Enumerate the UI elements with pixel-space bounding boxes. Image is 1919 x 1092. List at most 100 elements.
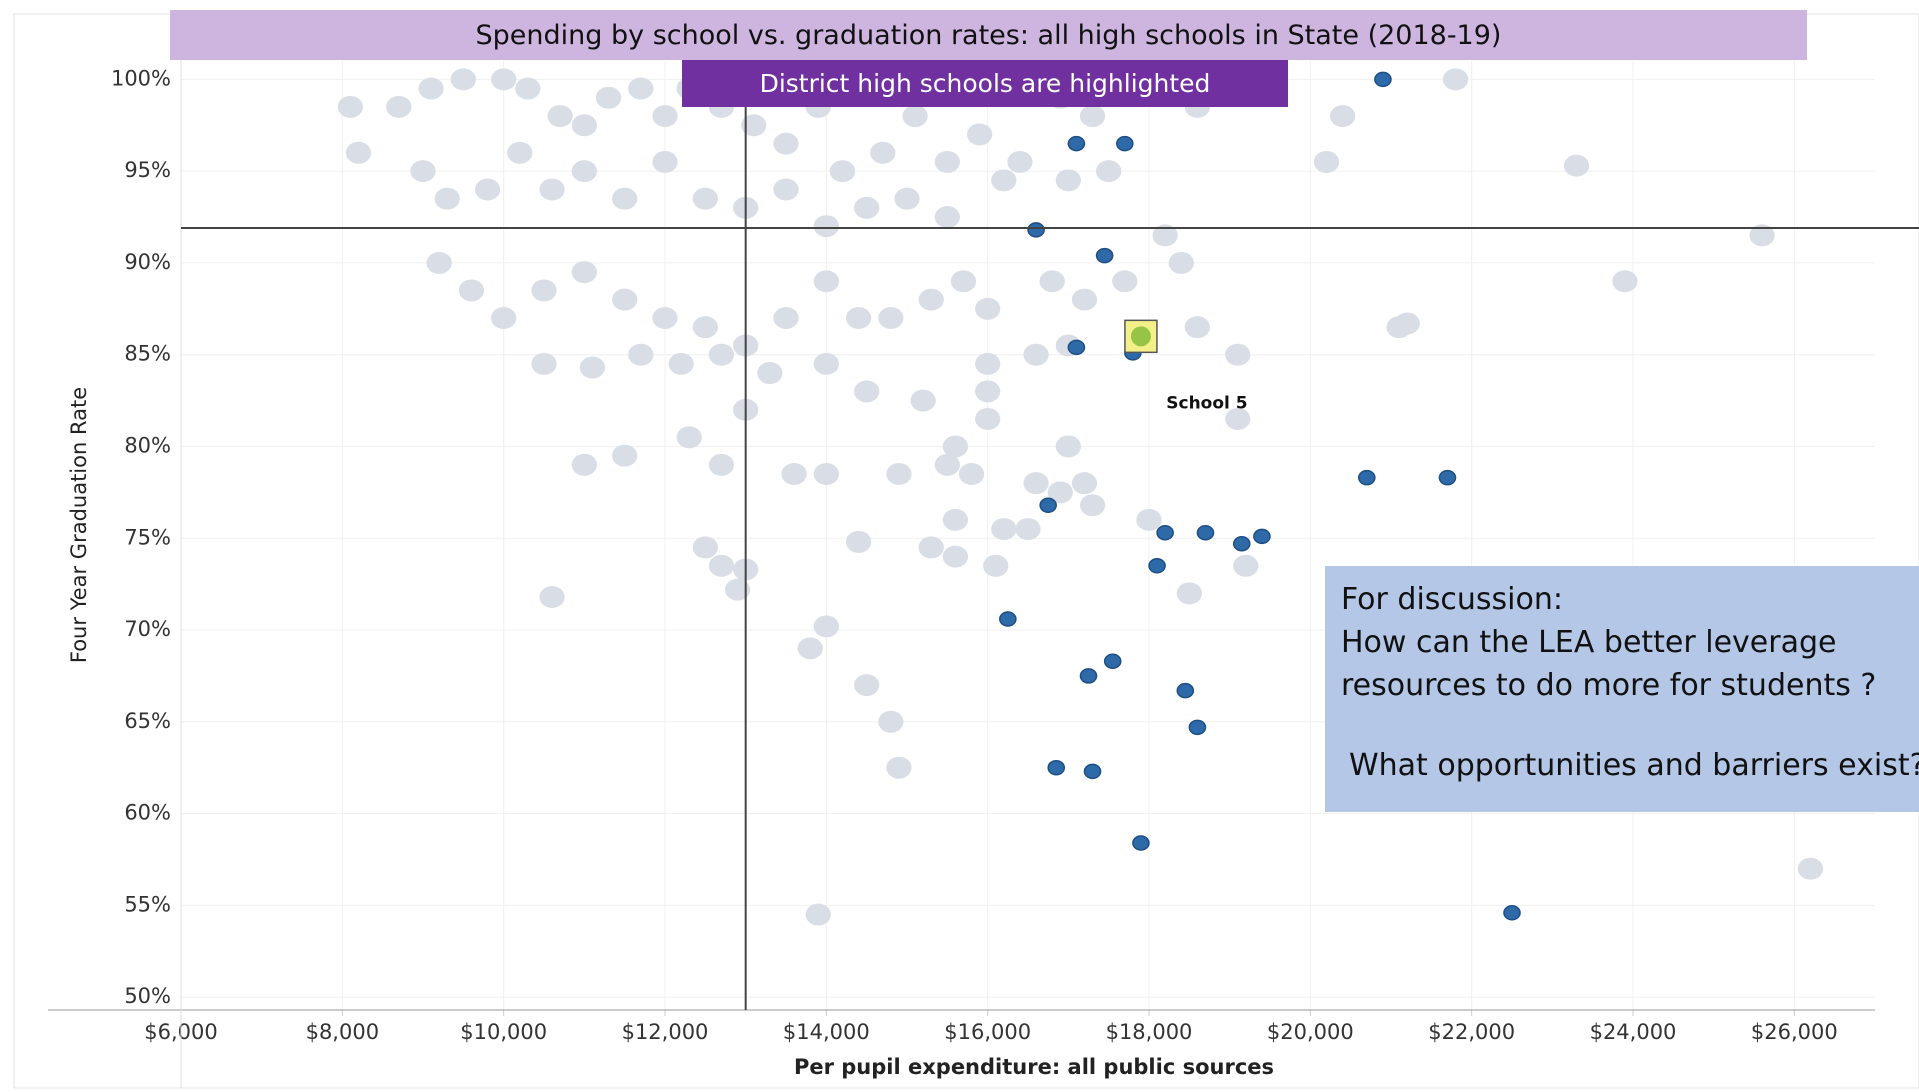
point bbox=[1313, 150, 1340, 173]
point bbox=[813, 270, 839, 293]
point bbox=[1225, 407, 1251, 430]
chart-subtitle: District high schools are highlighted bbox=[682, 60, 1288, 107]
point bbox=[1156, 524, 1174, 541]
point bbox=[813, 352, 839, 375]
point bbox=[1176, 682, 1195, 699]
discussion-line: resources to do more for students ? bbox=[1341, 668, 1877, 703]
point bbox=[692, 187, 718, 210]
point bbox=[829, 160, 856, 183]
point bbox=[531, 352, 557, 375]
point bbox=[773, 306, 799, 329]
point bbox=[773, 178, 799, 201]
point bbox=[878, 306, 904, 329]
point bbox=[1232, 536, 1251, 552]
point bbox=[894, 187, 920, 210]
discussion-box: For discussion: How can the LEA better le… bbox=[1325, 566, 1919, 812]
point bbox=[1083, 763, 1102, 780]
point bbox=[999, 611, 1017, 627]
point bbox=[1071, 288, 1098, 311]
point bbox=[918, 536, 944, 559]
discussion-line: How can the LEA better leverage bbox=[1341, 625, 1837, 660]
point bbox=[1612, 270, 1638, 293]
y-tick-label: 75% bbox=[124, 525, 171, 549]
point bbox=[450, 68, 476, 91]
point bbox=[975, 380, 1001, 403]
point bbox=[1095, 247, 1114, 264]
point bbox=[958, 463, 985, 486]
point bbox=[1079, 494, 1106, 517]
point bbox=[1184, 316, 1211, 339]
point bbox=[886, 463, 912, 486]
point bbox=[612, 444, 638, 467]
point bbox=[345, 141, 372, 164]
point bbox=[579, 356, 606, 379]
point bbox=[934, 206, 960, 229]
point bbox=[628, 343, 654, 366]
point bbox=[942, 435, 969, 458]
point bbox=[797, 637, 823, 660]
x-tick-label: $20,000 bbox=[1267, 1020, 1354, 1044]
point bbox=[1168, 251, 1194, 274]
point bbox=[458, 279, 485, 302]
point bbox=[571, 453, 597, 476]
x-tick-label: $10,000 bbox=[460, 1020, 547, 1044]
point bbox=[757, 362, 783, 385]
point bbox=[975, 407, 1001, 430]
point bbox=[991, 518, 1017, 541]
point bbox=[1188, 719, 1207, 736]
point bbox=[942, 508, 969, 531]
point bbox=[983, 554, 1009, 577]
point-label: School 5 bbox=[1166, 393, 1247, 413]
point bbox=[491, 306, 517, 329]
x-tick-label: $22,000 bbox=[1428, 1020, 1515, 1044]
discussion-line: For discussion: bbox=[1341, 582, 1563, 617]
y-axis-label: Four Year Graduation Rate bbox=[67, 387, 91, 663]
point bbox=[966, 123, 993, 146]
point bbox=[741, 114, 767, 137]
point bbox=[1067, 135, 1086, 152]
point bbox=[1096, 160, 1122, 183]
point bbox=[845, 306, 872, 329]
point bbox=[1442, 68, 1469, 91]
point bbox=[1027, 222, 1045, 238]
point bbox=[1015, 518, 1041, 541]
point bbox=[1071, 472, 1098, 495]
y-tick-label: 90% bbox=[124, 250, 171, 274]
point bbox=[1394, 312, 1420, 335]
point bbox=[1797, 857, 1824, 880]
point bbox=[854, 380, 880, 403]
point bbox=[1749, 224, 1775, 247]
point bbox=[950, 270, 977, 293]
point bbox=[612, 187, 638, 210]
point bbox=[1225, 343, 1251, 366]
x-tick-label: $12,000 bbox=[622, 1020, 709, 1044]
point bbox=[652, 150, 678, 173]
point bbox=[1067, 339, 1086, 356]
point bbox=[1176, 582, 1202, 605]
point bbox=[813, 463, 839, 486]
point bbox=[539, 178, 565, 201]
point bbox=[595, 86, 622, 109]
y-tick-label: 70% bbox=[124, 617, 171, 641]
point bbox=[676, 426, 702, 449]
point bbox=[410, 160, 436, 183]
highlight-point bbox=[1130, 326, 1151, 347]
point bbox=[531, 279, 557, 302]
point bbox=[434, 187, 460, 210]
point bbox=[878, 710, 904, 733]
point bbox=[1136, 508, 1162, 531]
discussion-line: What opportunities and barriers exist? bbox=[1349, 748, 1919, 783]
point bbox=[1007, 150, 1033, 173]
point bbox=[813, 215, 839, 238]
y-tick-label: 85% bbox=[124, 342, 171, 366]
point bbox=[1039, 497, 1057, 513]
point bbox=[1358, 469, 1376, 486]
point bbox=[571, 114, 597, 137]
point bbox=[991, 169, 1017, 192]
point bbox=[547, 105, 573, 128]
x-axis-label: Per pupil expenditure: all public source… bbox=[794, 1055, 1274, 1079]
y-tick-label: 65% bbox=[124, 709, 171, 733]
point bbox=[491, 68, 517, 91]
